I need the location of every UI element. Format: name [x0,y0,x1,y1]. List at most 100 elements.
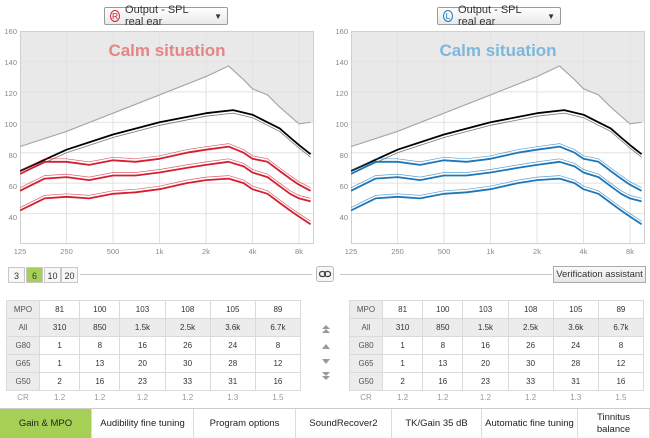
threshold-shading [351,31,645,147]
cell-g50[interactable]: 2 [381,372,424,391]
mpo-target-curve [351,112,642,175]
cell-g65[interactable]: 28 [209,354,256,373]
cell-g50[interactable]: 16 [422,372,464,391]
cell-g80[interactable]: 8 [79,336,121,355]
tab-0[interactable]: Gain & MPO [0,409,92,438]
cell-g65[interactable]: 12 [597,354,645,373]
cell-g80[interactable]: 16 [119,336,166,355]
x-tick-label: 125 [344,247,358,256]
cell-mpo[interactable]: 108 [507,300,554,319]
cell-g65[interactable]: 30 [507,354,554,373]
channel-option-6[interactable]: 6 [26,267,43,283]
down-arrow-icon [322,358,330,364]
cell-mpo[interactable]: 100 [422,300,464,319]
increase-all-button[interactable] [318,322,334,336]
cell-g50[interactable]: 23 [119,372,166,391]
cell-g80[interactable]: 8 [254,336,302,355]
x-tick-label: 2k [533,247,541,256]
decrease-button[interactable] [318,354,334,368]
cell-g80[interactable]: 8 [422,336,464,355]
cell-g65[interactable]: 28 [552,354,599,373]
cell-mpo[interactable]: 103 [119,300,166,319]
bottom-tab-bar: Gain & MPO Audibility fine tuning Program … [0,408,650,438]
left-output-dropdown[interactable]: R Output - SPL real ear ▼ [104,4,228,28]
x-tick-label: 250 [391,247,404,256]
cell-g80[interactable]: 24 [209,336,256,355]
y-tick-label: 160 [4,27,17,36]
row-label: G80 [6,336,40,355]
cell-g50[interactable]: 23 [462,372,509,391]
cell-g50[interactable]: 31 [209,372,256,391]
cell-g65[interactable]: 1 [381,354,424,373]
cell-mpo[interactable]: 89 [597,300,645,319]
cell-g80[interactable]: 24 [552,336,599,355]
cell-mpo[interactable]: 100 [79,300,121,319]
y-tick-label: 40 [8,213,17,222]
cell-g50[interactable]: 33 [164,372,211,391]
row-all: All 310 850 1.5k 2.5k 3.6k 6.7k [349,318,645,337]
increase-button[interactable] [318,339,334,353]
verification-assistant-button[interactable]: Verification assistant [553,266,646,283]
cell-g50[interactable]: 16 [254,372,302,391]
cell-mpo[interactable]: 105 [209,300,256,319]
cell-g65[interactable]: 13 [79,354,121,373]
cell-mpo[interactable]: 108 [164,300,211,319]
left-ear-icon: L [443,10,454,22]
channel-option-20[interactable]: 20 [61,267,78,283]
y-tick-label: 40 [339,213,348,222]
right-situation-label: Calm situation [439,41,557,60]
cell-g50[interactable]: 16 [597,372,645,391]
cell-mpo[interactable]: 89 [254,300,302,319]
cell-g50[interactable]: 2 [38,372,81,391]
right-chart[interactable]: Calm situation [351,31,645,244]
mpo-target-curve [20,112,311,175]
y-tick-label: 140 [4,58,17,67]
row-label: G80 [349,336,383,355]
tab-4[interactable]: TK/Gain 35 dB [392,409,482,438]
cell-g50[interactable]: 16 [79,372,121,391]
cell-g65[interactable]: 1 [38,354,81,373]
cell-g50[interactable]: 31 [552,372,599,391]
target-curve-G50 [20,175,311,222]
channel-option-10[interactable]: 10 [44,267,61,283]
target-curve-G80 [20,143,311,189]
row-g80: G80 1 8 16 26 24 8 [6,336,302,355]
decrease-all-button[interactable] [318,369,334,383]
tab-6[interactable]: Tinnitus balance [578,409,650,438]
target-curve-G80 [351,143,642,189]
cell-mpo[interactable]: 105 [552,300,599,319]
cell-g80[interactable]: 16 [462,336,509,355]
row-label: All [6,318,40,337]
channel-option-3[interactable]: 3 [8,267,25,283]
left-chart[interactable]: Calm situation [20,31,314,244]
cell-cr: 1.2 [39,390,80,404]
right-output-dropdown[interactable]: L Output - SPL real ear ▼ [437,4,561,28]
x-tick-label: 2k [202,247,210,256]
cell-all: 1.5k [119,318,166,337]
cell-g65[interactable]: 20 [462,354,509,373]
cell-g80[interactable]: 26 [164,336,211,355]
cell-mpo[interactable]: 81 [381,300,424,319]
tab-1[interactable]: Audibility fine tuning [92,409,194,438]
target-curve-G65 [351,158,642,199]
cell-g65[interactable]: 30 [164,354,211,373]
cell-g65[interactable]: 20 [119,354,166,373]
cell-g80[interactable]: 1 [381,336,424,355]
cell-g80[interactable]: 8 [597,336,645,355]
tab-3[interactable]: SoundRecover2 [296,409,392,438]
cell-g65[interactable]: 13 [422,354,464,373]
cell-g65[interactable]: 12 [254,354,302,373]
divider-left [80,274,312,275]
cell-mpo[interactable]: 81 [38,300,81,319]
link-ears-button[interactable] [316,266,334,282]
tab-5[interactable]: Automatic fine tuning [482,409,578,438]
cell-g50[interactable]: 33 [507,372,554,391]
cell-mpo[interactable]: 103 [462,300,509,319]
tab-2[interactable]: Program options [194,409,296,438]
x-tick-label: 125 [13,247,27,256]
cell-g80[interactable]: 1 [38,336,81,355]
x-tick-label: 1k [486,247,495,256]
cell-cr: 1.2 [119,390,166,404]
y-tick-label: 120 [4,89,17,98]
cell-g80[interactable]: 26 [507,336,554,355]
